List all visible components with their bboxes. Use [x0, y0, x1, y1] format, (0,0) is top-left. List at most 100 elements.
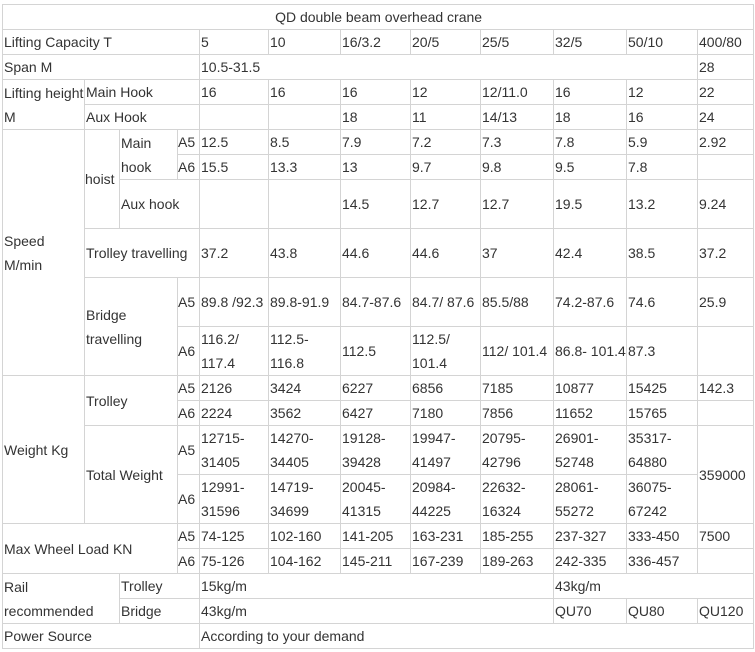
value-cell — [696, 400, 755, 426]
value-cell: 10877 — [553, 375, 627, 401]
grade-a5: A5 — [177, 523, 200, 549]
value-cell: 12.7 — [410, 179, 481, 229]
value-cell: 11652 — [553, 400, 627, 426]
value-cell: 15.5 — [199, 154, 269, 180]
weight-trolley-label: Trolley — [84, 375, 178, 426]
value-cell: 12.7 — [480, 179, 554, 229]
wheel-load-label: Max Wheel Load KN — [2, 523, 178, 574]
value-cell: 13 — [340, 154, 411, 180]
value-cell: 50/10 — [626, 29, 698, 55]
value-cell: 44.6 — [410, 228, 481, 278]
value-cell: 16/3.2 — [340, 29, 411, 55]
value-cell: 16 — [268, 79, 341, 105]
value-cell: 14/13 — [480, 104, 554, 130]
value-cell: 12991-31596 — [199, 474, 269, 524]
value-cell: 13.2 — [626, 179, 698, 229]
value-cell: 22632-16324 — [480, 474, 554, 524]
value-cell: 2.92 — [696, 129, 755, 155]
value-cell: 20045-41315 — [340, 474, 411, 524]
span-last: 28 — [696, 54, 755, 80]
value-cell: 185-255 — [480, 523, 554, 549]
capacity-label: Lifting Capacity T — [2, 29, 200, 55]
value-cell: 12 — [410, 79, 481, 105]
value-cell: 84.7/ 87.6 — [410, 277, 481, 327]
value-cell: 142.3 — [696, 375, 755, 401]
value-cell: 16 — [340, 79, 411, 105]
value-cell: 141-205 — [340, 523, 411, 549]
value-cell: 84.7-87.6 — [340, 277, 411, 327]
value-cell: 10 — [268, 29, 341, 55]
value-cell: 189-263 — [480, 548, 554, 574]
grade-a5: A5 — [177, 425, 200, 475]
value-cell: 5 — [199, 29, 269, 55]
value-cell: 242-335 — [553, 548, 627, 574]
value-cell — [696, 154, 755, 180]
rail-trolley-value: 43kg/m — [552, 573, 755, 599]
value-cell: 74-125 — [199, 523, 269, 549]
value-cell: 3424 — [268, 375, 341, 401]
table-title: QD double beam overhead crane — [1, 4, 755, 30]
value-cell: 3562 — [268, 400, 341, 426]
value-cell: 11 — [410, 104, 481, 130]
value-cell: 44.6 — [340, 228, 411, 278]
value-cell: 14270-34405 — [268, 425, 341, 475]
value-cell: 36075-67242 — [626, 474, 698, 524]
value-cell: 16 — [553, 79, 627, 105]
rail-bridge-value: QU70 — [553, 598, 627, 624]
value-cell: 37 — [480, 228, 554, 278]
grade-a6: A6 — [177, 400, 200, 426]
value-cell: 25/5 — [480, 29, 554, 55]
value-cell: 19947-41497 — [410, 425, 481, 475]
value-cell: 9.7 — [410, 154, 481, 180]
value-cell: 24 — [696, 104, 755, 130]
grade-a5: A5 — [177, 375, 200, 401]
value-cell: 8.5 — [268, 129, 341, 155]
hoist-label: hoist — [84, 129, 120, 229]
value-cell: 112/ 101.4 — [480, 326, 554, 376]
value-cell: 112.5/ 101.4 — [410, 326, 481, 376]
value-cell: 7.8 — [626, 154, 698, 180]
rail-trolley-label: Trolley — [119, 573, 200, 599]
value-cell: 14719-34699 — [268, 474, 341, 524]
bridge-travelling-label: Bridge travelling — [84, 277, 178, 376]
value-cell: 5.9 — [626, 129, 698, 155]
power-label: Power Source — [2, 623, 200, 649]
value-cell: 20/5 — [410, 29, 481, 55]
value-cell: 43.8 — [268, 228, 341, 278]
value-cell: 7856 — [480, 400, 554, 426]
span-range: 10.5-31.5 — [199, 54, 698, 80]
value-cell: 89.8-91.9 — [268, 277, 341, 327]
value-cell: 14.5 — [340, 179, 411, 229]
value-cell: 28061-55272 — [553, 474, 627, 524]
grade-a6: A6 — [177, 548, 200, 574]
value-cell: 85.5/88 — [480, 277, 554, 327]
value-cell: 15425 — [626, 375, 698, 401]
value-cell: 7.8 — [553, 129, 627, 155]
value-cell — [696, 326, 755, 376]
value-cell: 74.6 — [626, 277, 698, 327]
value-cell: 9.5 — [553, 154, 627, 180]
value-cell: 2224 — [199, 400, 269, 426]
weight-label: Weight Kg — [2, 375, 85, 524]
speed-label: Speed M/min — [2, 129, 85, 376]
value-cell: 42.4 — [553, 228, 627, 278]
value-cell — [268, 104, 341, 130]
value-cell: 35317-64880 — [626, 425, 698, 475]
rail-trolley-value: 15kg/m — [199, 573, 554, 599]
value-cell — [268, 179, 341, 229]
grade-a6: A6 — [177, 154, 200, 180]
power-value: According to your demand — [198, 623, 755, 649]
value-cell: 19128-39428 — [340, 425, 411, 475]
trolley-travelling-label: Trolley travelling — [84, 228, 200, 278]
grade-a6: A6 — [177, 474, 200, 524]
value-cell: 7.2 — [410, 129, 481, 155]
value-cell: 12/11.0 — [480, 79, 554, 105]
value-cell: 18 — [553, 104, 627, 130]
value-cell: 20984-44225 — [410, 474, 481, 524]
value-cell: 13.3 — [268, 154, 341, 180]
value-cell: 112.5 — [340, 326, 411, 376]
value-cell — [696, 548, 755, 574]
value-cell: 12715-31405 — [199, 425, 269, 475]
value-cell: 6427 — [340, 400, 411, 426]
value-cell — [199, 104, 269, 130]
